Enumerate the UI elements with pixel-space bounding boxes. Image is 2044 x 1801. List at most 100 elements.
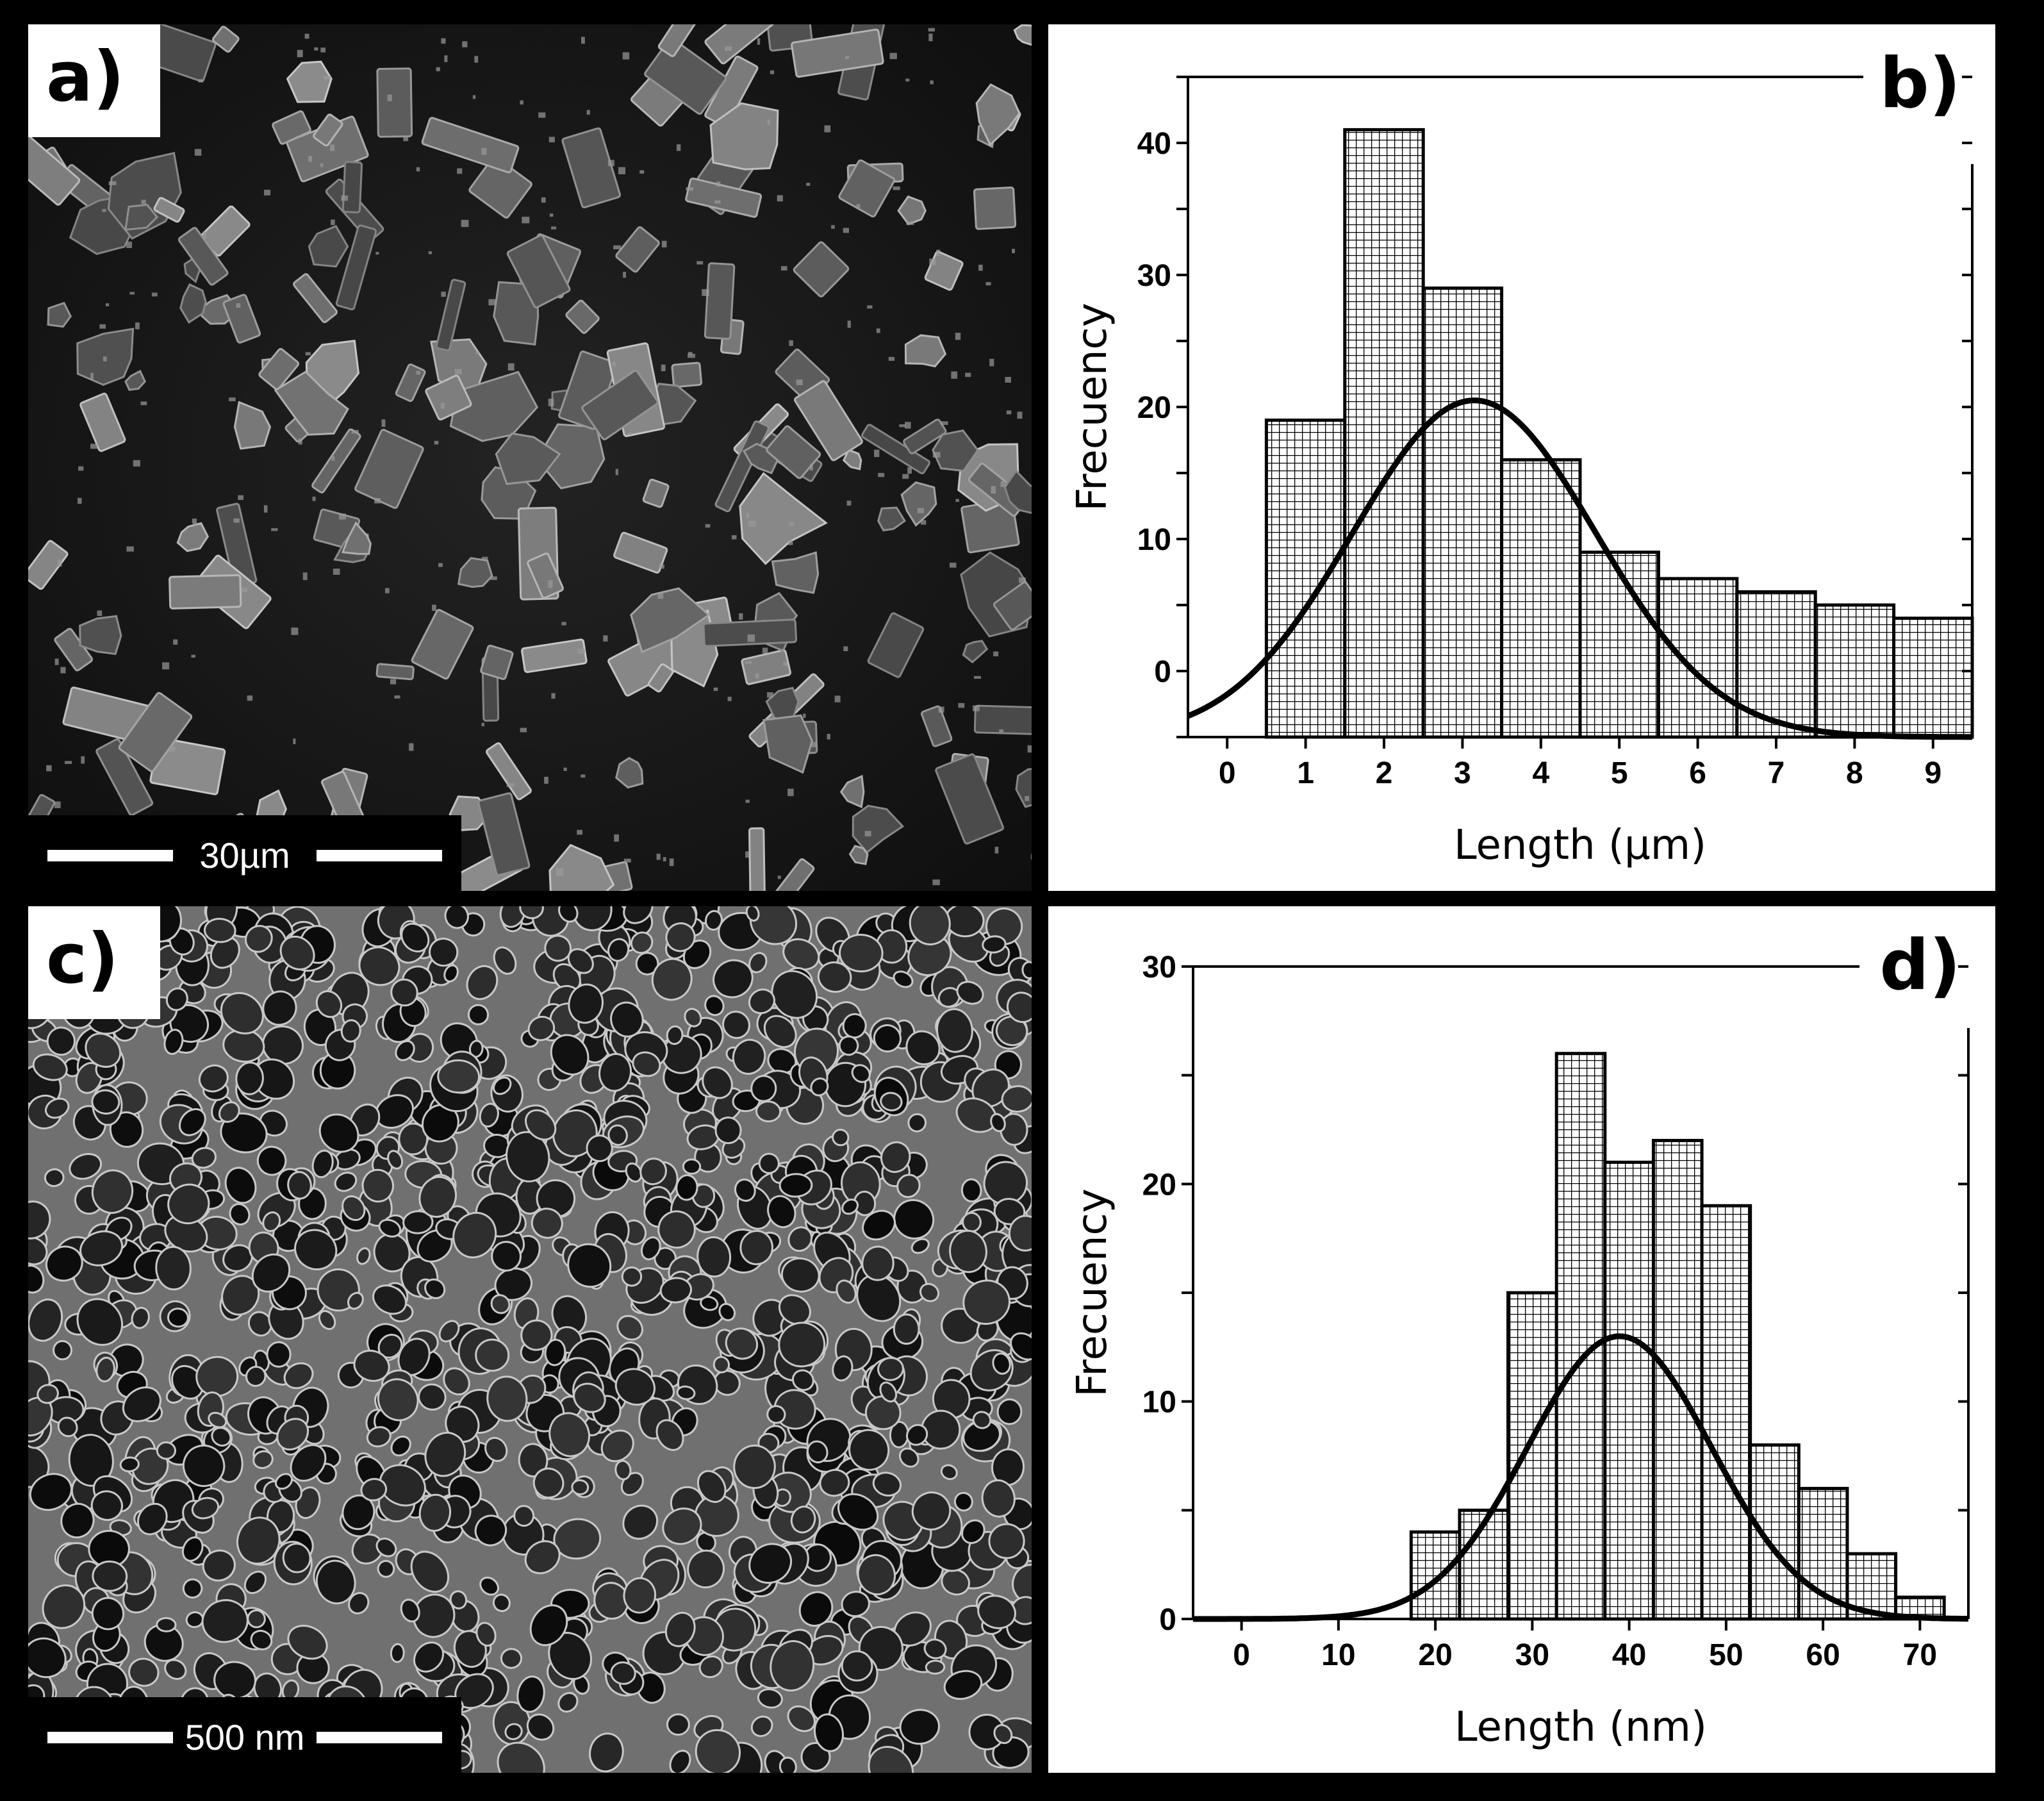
- histogram-bar: [1813, 603, 1896, 739]
- debris-particle: [949, 562, 957, 568]
- pore: [418, 1493, 452, 1532]
- pore: [558, 906, 579, 923]
- pore: [28, 1265, 45, 1294]
- pore: [962, 1279, 1010, 1325]
- debris-particle: [874, 449, 880, 458]
- debris-particle: [520, 727, 527, 733]
- pore: [479, 1102, 499, 1128]
- pore: [46, 1026, 76, 1056]
- debris-particle: [126, 546, 134, 552]
- pore: [375, 1538, 397, 1557]
- debris-particle: [581, 37, 585, 44]
- histogram-bar: [1500, 458, 1582, 739]
- pore: [201, 1599, 249, 1643]
- crystal-particle: [47, 301, 72, 328]
- debris-particle: [291, 627, 299, 635]
- pore: [28, 1637, 67, 1679]
- pore: [713, 1356, 730, 1374]
- gaussian-fit-curve: [1193, 1333, 1969, 1622]
- pore: [290, 1444, 327, 1482]
- pore: [428, 938, 459, 967]
- pore: [155, 1245, 192, 1291]
- debris-particle: [90, 444, 98, 449]
- crystal-particle: [615, 756, 644, 789]
- pore: [832, 1129, 850, 1147]
- crystal-particle: [313, 113, 343, 147]
- pore: [211, 1427, 232, 1447]
- debris-particle: [856, 204, 861, 208]
- pore: [282, 1542, 311, 1573]
- pore: [640, 1236, 661, 1261]
- debris-particle: [938, 706, 944, 713]
- debris-particle: [441, 292, 446, 297]
- debris-particle: [416, 370, 421, 375]
- debris-particle: [767, 119, 770, 125]
- pore: [676, 1385, 696, 1400]
- histogram-bar: [1735, 590, 1817, 739]
- debris-particle: [846, 501, 852, 506]
- crystal-particle: [124, 203, 159, 231]
- debris-particle: [1012, 249, 1016, 254]
- pore: [953, 1491, 973, 1512]
- pore: [504, 1723, 523, 1741]
- histogram-bar: [1656, 577, 1739, 739]
- y-tick-label: 20: [1137, 391, 1171, 425]
- crystal-particle: [176, 522, 210, 552]
- pore: [750, 1075, 777, 1102]
- pore: [700, 1295, 719, 1311]
- debris-particle: [714, 200, 721, 204]
- pore: [492, 1593, 511, 1613]
- pore: [767, 1195, 796, 1229]
- pore: [395, 1040, 415, 1061]
- debris-particle: [876, 328, 880, 333]
- debris-particle: [97, 610, 103, 617]
- pore: [877, 1357, 904, 1381]
- pore: [235, 1061, 264, 1095]
- debris-particle: [409, 743, 414, 751]
- pore: [91, 1089, 120, 1115]
- crystal-particle: [177, 227, 229, 286]
- crystal-particle: [1003, 469, 1032, 514]
- pore: [985, 908, 1023, 945]
- histogram-bar: [1343, 128, 1425, 739]
- pore: [44, 1168, 65, 1187]
- pore: [156, 1617, 177, 1632]
- pore: [856, 1274, 902, 1322]
- debris-particle: [777, 195, 783, 202]
- debris-particle: [936, 249, 941, 256]
- pore: [664, 1611, 696, 1647]
- pore: [90, 1490, 123, 1521]
- debris-particle: [612, 361, 616, 367]
- pore: [616, 1315, 644, 1341]
- pore: [387, 1150, 404, 1170]
- pore: [839, 933, 884, 973]
- pore: [695, 1729, 741, 1773]
- debris-particle: [457, 168, 463, 174]
- pore: [524, 1540, 561, 1575]
- debris-particle: [973, 676, 982, 679]
- histogram-bar: [1578, 551, 1660, 739]
- debris-particle: [847, 320, 851, 328]
- pore: [250, 1629, 273, 1650]
- pore: [779, 1756, 797, 1773]
- crystal-particle: [769, 858, 815, 891]
- pore: [445, 1406, 480, 1443]
- pore: [718, 1302, 736, 1322]
- debris-particle: [151, 292, 158, 297]
- pore: [909, 906, 951, 945]
- pore: [1008, 1215, 1032, 1252]
- pore: [778, 1322, 826, 1368]
- pore: [128, 1657, 160, 1687]
- x-axis-title: Length (μm): [1454, 822, 1706, 869]
- debris-particle: [686, 187, 694, 191]
- crystal-particle: [704, 24, 789, 65]
- pore: [91, 1169, 134, 1214]
- histogram-bar: [1797, 1486, 1849, 1621]
- pore: [315, 990, 343, 1018]
- pore: [573, 1382, 606, 1413]
- pore: [600, 1429, 634, 1463]
- sem-image-panel-c: c) 500 nm: [28, 906, 1032, 1773]
- debris-particle: [713, 687, 718, 692]
- histogram-bar: [1892, 617, 1974, 739]
- debris-particle: [436, 67, 440, 72]
